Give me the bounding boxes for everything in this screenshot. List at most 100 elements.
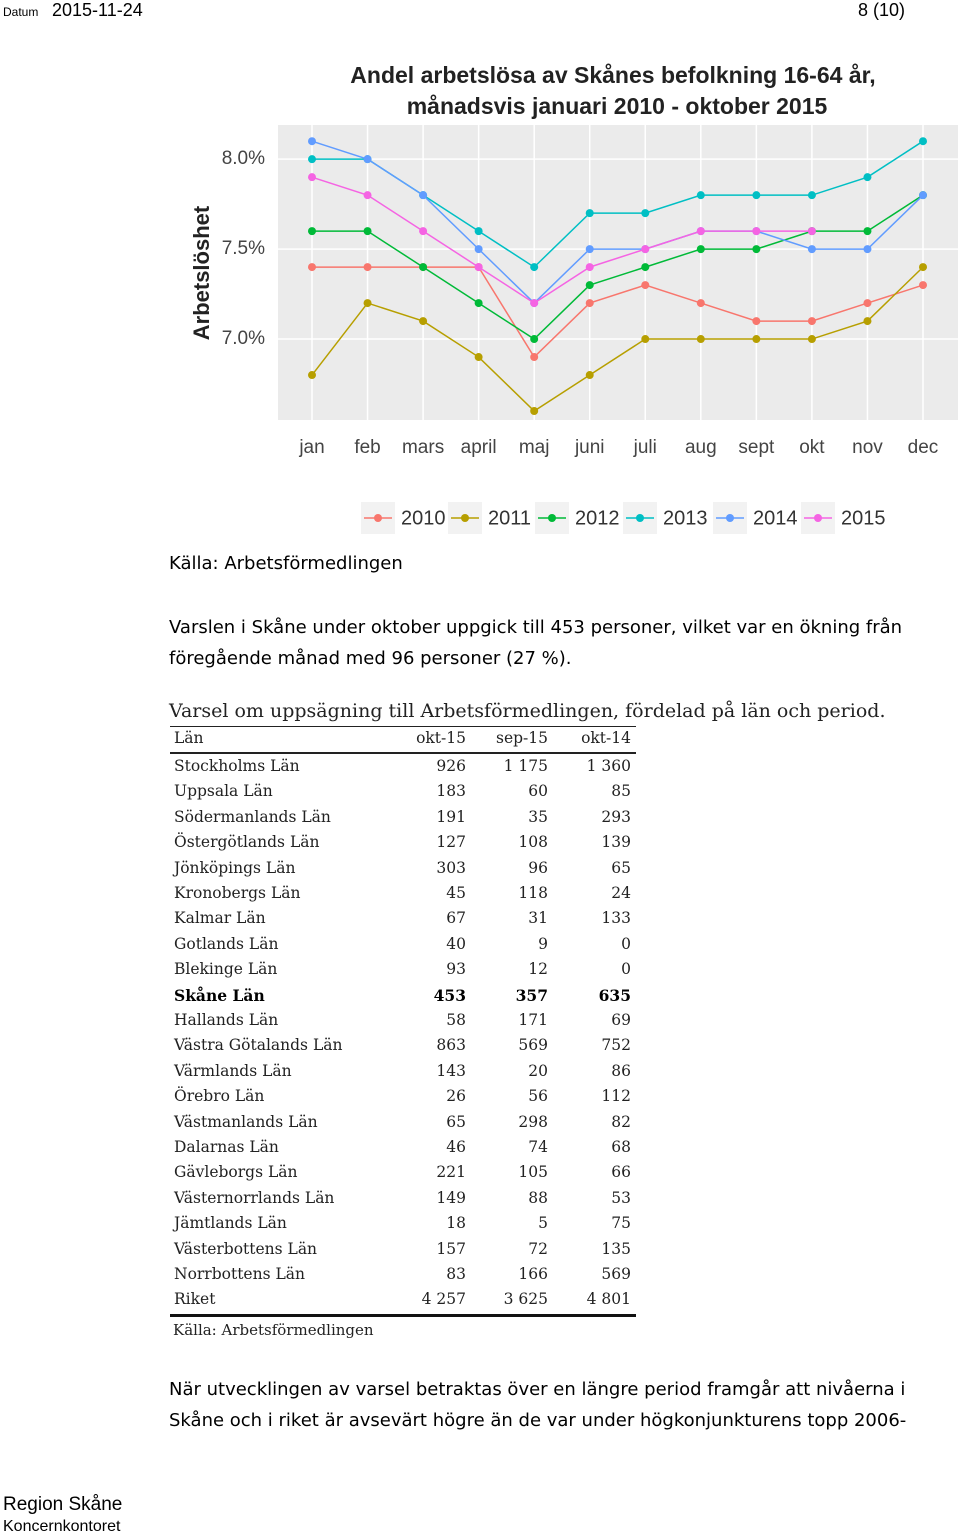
data-point (419, 263, 428, 272)
table-cell: Kronobergs Län (174, 884, 301, 902)
data-point (308, 263, 316, 272)
data-point (807, 317, 816, 326)
data-point (308, 371, 316, 380)
table-cell: Västernorrlands Län (174, 1188, 335, 1207)
table-cell: 35 (528, 807, 548, 826)
table-cell: 86 (611, 1061, 631, 1080)
data-point (696, 335, 705, 344)
table-cell: 635 (598, 985, 631, 1005)
table-cell: Östergötlands Län (174, 833, 320, 852)
table-cell: 88 (528, 1188, 548, 1207)
table-cell: 127 (436, 833, 466, 852)
data-point (919, 191, 927, 200)
table-cell: 96 (528, 858, 548, 877)
table-rule (170, 752, 636, 754)
table-cell: 82 (611, 1112, 631, 1131)
data-point (585, 245, 594, 254)
table-cell: 139 (601, 833, 631, 852)
data-point (474, 353, 483, 362)
table-cell: 0 (621, 934, 631, 953)
table-caption: Varsel om uppsägning till Arbetsförmedli… (169, 700, 886, 722)
x-tick-label: aug (685, 437, 717, 458)
data-point (641, 263, 650, 272)
data-point (308, 155, 316, 164)
data-point (474, 299, 483, 308)
table: Län okt-15 sep-15 okt-14 Stockholms Län 926 1 … (170, 726, 636, 1346)
table-cell: 85 (611, 782, 631, 801)
table-source: Källa: Arbetsförmedlingen (173, 1320, 374, 1339)
data-point (752, 317, 761, 326)
table-cell: 453 (433, 985, 466, 1005)
table-cell: 863 (436, 1036, 466, 1055)
table-cell: 112 (601, 1087, 631, 1106)
data-point (752, 335, 761, 344)
series-line (311, 266, 924, 412)
table-cell: 118 (518, 884, 548, 902)
y-axis-label: Arbetslöshet (189, 205, 214, 340)
chart-title: månadsvis januari 2010 - oktober 2015 (407, 93, 828, 119)
data-point (807, 335, 816, 344)
legend-label: 2011 (488, 507, 531, 529)
table-cell: Örebro Län (174, 1087, 265, 1106)
table-cell: 293 (601, 807, 631, 826)
table-cell: 298 (518, 1112, 548, 1131)
table-cell: 157 (436, 1239, 466, 1258)
footer-unit: Koncernkontoret (3, 1518, 121, 1535)
data-point (419, 227, 428, 236)
table-cell: Norrbottens Län (174, 1265, 305, 1283)
legend-label: 2014 (753, 507, 798, 529)
table-cell: 18 (446, 1214, 466, 1233)
table-cell: Uppsala Län (174, 782, 273, 801)
series-line (312, 266, 924, 359)
table-cell: 4 257 (421, 1290, 466, 1309)
table-cell: Riket (174, 1290, 216, 1309)
data-point (530, 335, 539, 344)
legend-label: 2012 (575, 507, 620, 529)
data-point (807, 191, 816, 200)
data-point (696, 191, 705, 200)
table-cell: 9 (538, 934, 548, 953)
data-point (641, 209, 650, 218)
source: Källa: Arbetsförmedlingen (169, 553, 403, 574)
chart-title: Andel arbetslösa av Skånes befolkning 16… (350, 62, 875, 88)
data-point (863, 317, 872, 326)
paragraph-line: föregående månad med 96 personer (27 %). (169, 648, 572, 669)
table-cell: 1 360 (586, 757, 631, 775)
column-header: okt-15 (416, 729, 466, 747)
data-point (530, 299, 539, 308)
table-cell: Gotlands Län (174, 934, 279, 953)
data-point (474, 245, 483, 254)
data-point (530, 407, 539, 416)
data-point (585, 371, 594, 380)
table-cell: 221 (436, 1163, 466, 1182)
data-point (863, 299, 872, 308)
legend-swatch (374, 514, 382, 522)
data-point (474, 263, 483, 272)
table-cell: 105 (518, 1163, 548, 1182)
table-cell: Hallands Län (174, 1011, 279, 1029)
legend-label: 2015 (841, 507, 886, 529)
data-point (919, 263, 927, 272)
table-cell: Dalarnas Län (174, 1138, 279, 1156)
table-cell: 75 (611, 1214, 631, 1233)
table-cell: 12 (528, 960, 548, 979)
table-cell: Västmanlands Län (174, 1112, 318, 1131)
table-cell: 143 (436, 1061, 466, 1080)
series-line (311, 176, 812, 304)
data-point (585, 263, 594, 272)
legend-swatch (461, 514, 469, 522)
table-cell: 752 (601, 1036, 631, 1055)
data-point (752, 191, 761, 200)
data-point (641, 335, 650, 344)
table-cell: 69 (611, 1011, 631, 1029)
data-point (752, 245, 761, 254)
table-cell: Jönköpings Län (174, 858, 296, 877)
data-point (419, 317, 428, 326)
table-cell: 60 (528, 782, 548, 801)
table-cell: 166 (518, 1265, 548, 1283)
data-point (308, 173, 316, 182)
data-point (530, 353, 539, 362)
data-point (696, 245, 705, 254)
table-cell: 46 (446, 1138, 466, 1156)
